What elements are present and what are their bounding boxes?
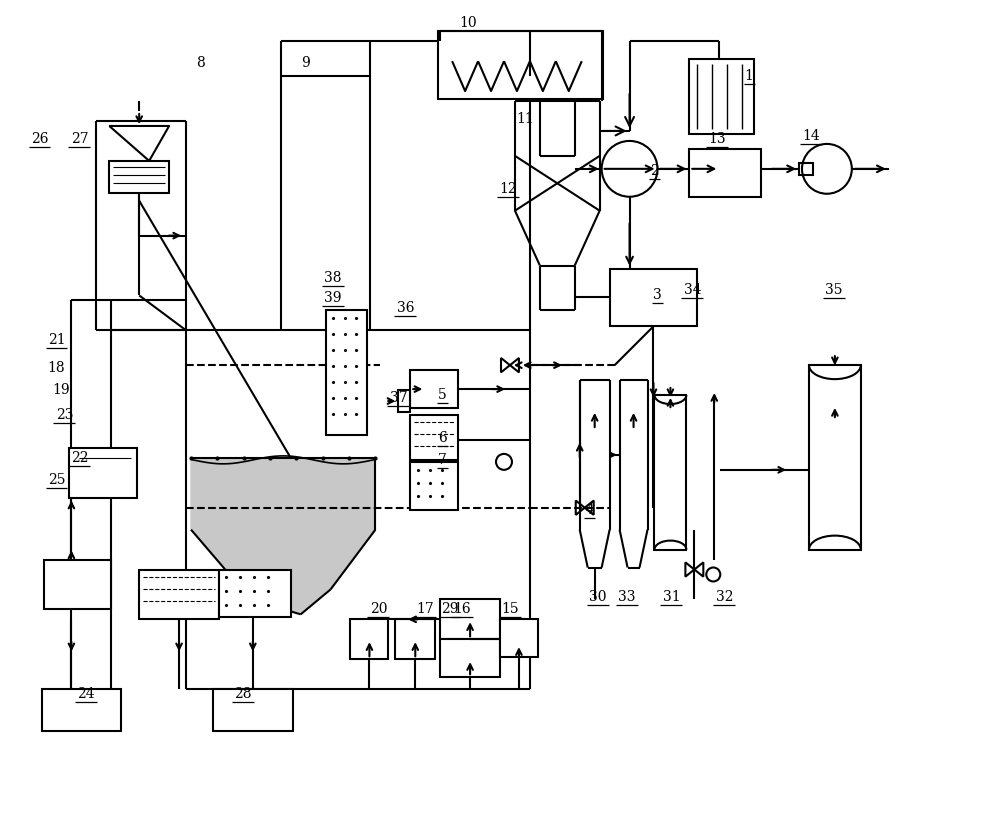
Text: 3: 3 [653, 288, 662, 302]
Bar [410, 370, 458, 408]
Text: 15: 15 [501, 602, 519, 617]
Bar [219, 570, 291, 617]
Text: 37: 37 [390, 391, 407, 405]
Text: 4: 4 [585, 502, 594, 517]
Text: 17: 17 [416, 602, 434, 617]
Bar [410, 415, 458, 459]
Bar [438, 31, 603, 99]
Text: 35: 35 [825, 283, 843, 297]
Text: 28: 28 [234, 687, 252, 701]
Text: 24: 24 [78, 687, 95, 701]
Text: 33: 33 [618, 591, 635, 605]
Bar [109, 160, 169, 192]
Bar [410, 462, 458, 510]
Bar [500, 619, 538, 657]
Text: 36: 36 [397, 302, 414, 315]
Text: 14: 14 [802, 129, 820, 143]
Text: 10: 10 [459, 16, 477, 30]
Bar [350, 619, 388, 659]
Text: 32: 32 [716, 591, 733, 605]
Text: 5: 5 [438, 388, 447, 402]
Text: 27: 27 [71, 132, 88, 146]
Text: 29: 29 [441, 602, 459, 617]
Text: 18: 18 [48, 361, 65, 375]
Text: 22: 22 [71, 451, 88, 465]
Bar [139, 570, 219, 619]
Bar [689, 149, 761, 197]
Text: 38: 38 [324, 271, 341, 286]
Bar [809, 365, 861, 549]
Text: 20: 20 [370, 602, 387, 617]
Bar [610, 269, 697, 326]
Bar [69, 448, 137, 498]
Bar [213, 689, 293, 731]
Bar [440, 600, 500, 639]
Text: 26: 26 [31, 132, 48, 146]
Text: 13: 13 [708, 132, 726, 146]
Bar [440, 639, 500, 677]
Bar [799, 163, 813, 175]
Polygon shape [191, 458, 375, 614]
Bar [44, 559, 111, 609]
Bar [689, 59, 754, 134]
Text: 23: 23 [56, 408, 73, 422]
Text: 9: 9 [301, 56, 310, 71]
Text: 25: 25 [48, 473, 65, 487]
Text: 11: 11 [516, 112, 534, 126]
Text: 1: 1 [745, 69, 754, 83]
Text: 21: 21 [48, 333, 65, 347]
Text: 34: 34 [684, 283, 701, 297]
Text: 7: 7 [438, 453, 447, 467]
Text: 30: 30 [589, 591, 606, 605]
Text: 39: 39 [324, 291, 341, 306]
Text: 19: 19 [53, 383, 70, 397]
Bar [326, 310, 367, 435]
Bar [654, 395, 686, 549]
Text: 12: 12 [499, 181, 517, 196]
Text: 8: 8 [197, 56, 205, 71]
Text: 6: 6 [438, 431, 447, 445]
Text: 31: 31 [663, 591, 680, 605]
Polygon shape [109, 126, 169, 160]
Bar [42, 689, 121, 731]
Text: 16: 16 [453, 602, 471, 617]
Bar [395, 619, 435, 659]
Bar [398, 390, 410, 412]
Text: 2: 2 [650, 164, 659, 178]
